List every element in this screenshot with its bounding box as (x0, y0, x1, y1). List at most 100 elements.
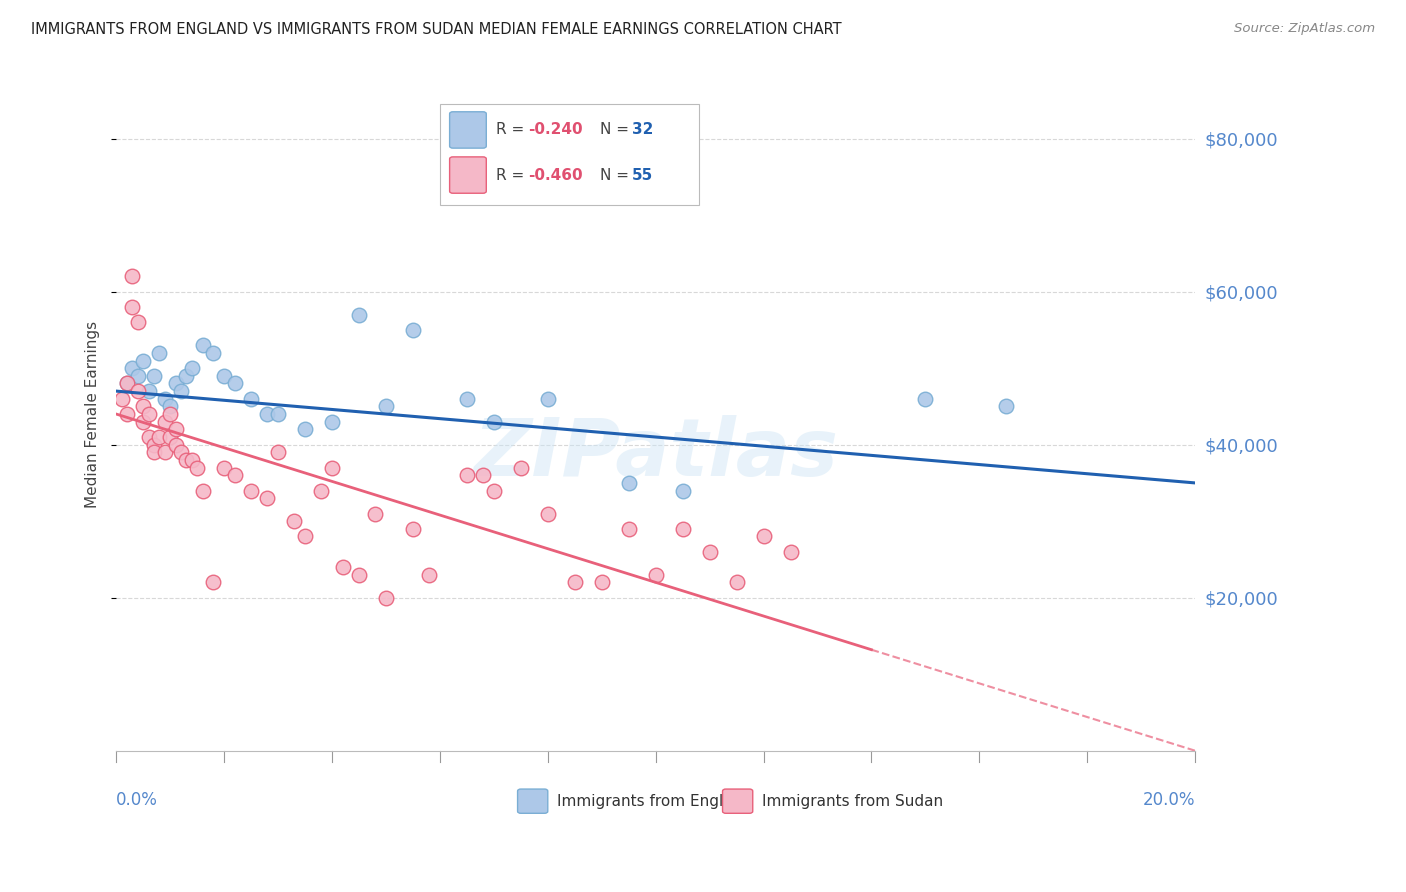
Text: N =: N = (599, 168, 634, 183)
Point (321, 415, 343, 429)
Point (779, 545, 801, 559)
Point (375, 400, 398, 414)
Point (375, 591, 398, 605)
Point (672, 483, 695, 498)
FancyBboxPatch shape (723, 789, 752, 814)
Point (402, 323, 425, 337)
Point (256, 491, 278, 506)
Point (256, 407, 278, 421)
Point (995, 400, 1018, 414)
Point (176, 453, 198, 467)
Point (537, 392, 560, 406)
Point (165, 438, 187, 452)
Text: Immigrants from England: Immigrants from England (558, 794, 752, 809)
Point (127, 384, 149, 398)
Point (212, 368, 235, 383)
Point (143, 368, 166, 383)
Point (165, 376, 187, 391)
Text: ZIPatlas: ZIPatlas (474, 416, 838, 493)
FancyBboxPatch shape (440, 104, 699, 205)
Text: 20.0%: 20.0% (1143, 791, 1195, 809)
Y-axis label: Median Female Earnings: Median Female Earnings (86, 320, 100, 508)
Point (153, 445, 176, 459)
Point (191, 338, 214, 352)
Point (138, 407, 160, 421)
Point (456, 468, 478, 483)
FancyBboxPatch shape (517, 789, 548, 814)
Point (456, 392, 478, 406)
Point (115, 407, 138, 421)
Point (132, 353, 155, 368)
Text: N =: N = (599, 122, 634, 137)
Point (564, 575, 586, 590)
Point (115, 376, 138, 391)
Point (121, 300, 143, 314)
Point (138, 430, 160, 444)
Point (121, 269, 143, 284)
Point (418, 567, 440, 582)
Point (537, 507, 560, 521)
Text: 32: 32 (631, 122, 654, 137)
Point (170, 445, 193, 459)
Point (159, 407, 181, 421)
Point (699, 545, 721, 559)
Point (202, 346, 225, 360)
FancyBboxPatch shape (450, 112, 486, 148)
Point (148, 430, 170, 444)
Text: IMMIGRANTS FROM ENGLAND VS IMMIGRANTS FROM SUDAN MEDIAN FEMALE EARNINGS CORRELAT: IMMIGRANTS FROM ENGLAND VS IMMIGRANTS FR… (31, 22, 842, 37)
Point (347, 308, 370, 322)
Point (165, 422, 187, 436)
Text: R =: R = (496, 168, 529, 183)
FancyBboxPatch shape (450, 157, 486, 194)
Point (482, 483, 505, 498)
Point (127, 315, 149, 329)
Point (143, 438, 166, 452)
Point (725, 575, 748, 590)
Point (143, 445, 166, 459)
Point (914, 392, 936, 406)
Point (617, 522, 640, 536)
Point (186, 460, 208, 475)
Point (402, 522, 425, 536)
Point (115, 376, 138, 391)
Point (332, 560, 354, 574)
Point (472, 468, 495, 483)
Point (153, 415, 176, 429)
Point (212, 460, 235, 475)
Point (752, 529, 775, 543)
Point (347, 567, 370, 582)
Point (148, 346, 170, 360)
Point (170, 384, 193, 398)
Point (111, 392, 134, 406)
Point (132, 400, 155, 414)
Text: -0.240: -0.240 (529, 122, 583, 137)
Point (224, 376, 246, 391)
Point (240, 392, 263, 406)
Point (294, 422, 316, 436)
Point (267, 407, 290, 421)
Text: Immigrants from Sudan: Immigrants from Sudan (762, 794, 943, 809)
Point (482, 415, 505, 429)
Point (180, 361, 202, 376)
Point (191, 483, 214, 498)
Text: 0.0%: 0.0% (117, 791, 157, 809)
Text: 55: 55 (631, 168, 654, 183)
Point (176, 368, 198, 383)
Point (509, 460, 531, 475)
Point (267, 445, 290, 459)
Point (309, 483, 332, 498)
Point (672, 522, 695, 536)
Point (321, 460, 343, 475)
Point (294, 529, 316, 543)
Point (153, 392, 176, 406)
Point (617, 475, 640, 490)
Point (180, 453, 202, 467)
Point (159, 400, 181, 414)
Point (224, 468, 246, 483)
Point (644, 567, 666, 582)
Text: Source: ZipAtlas.com: Source: ZipAtlas.com (1234, 22, 1375, 36)
Point (138, 384, 160, 398)
Point (127, 368, 149, 383)
Text: -0.460: -0.460 (529, 168, 583, 183)
Point (202, 575, 225, 590)
